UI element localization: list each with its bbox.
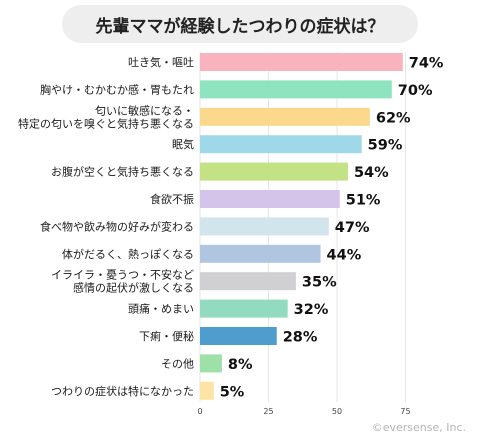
value-label: 44% [327, 247, 362, 263]
category-label: 眠気 [172, 137, 194, 151]
category-label: 食欲不振 [150, 192, 194, 206]
value-label: 32% [294, 302, 329, 318]
value-label: 59% [368, 138, 403, 154]
category-label: 特定の匂いを嗅ぐと気持ち悪くなる [18, 116, 194, 130]
category-label: 下痢・便秘 [139, 329, 194, 343]
bar [200, 135, 362, 154]
category-label: つわりの症状は特になかった [51, 384, 194, 398]
bar [200, 162, 348, 181]
category-label: 匂いに敏感になる・ [95, 103, 194, 117]
category-label: 頭痛・めまい [128, 302, 194, 316]
bar [200, 190, 340, 208]
category-label: その他 [161, 357, 194, 370]
value-label: 47% [335, 220, 370, 236]
category-label: 感情の起伏が激しくなる [73, 281, 194, 295]
x-tick-label: 0 [197, 407, 202, 416]
category-label: 食べ物や飲み物の好みが変わる [40, 219, 194, 233]
bar [200, 327, 277, 345]
copyright-credit: ©eversense, Inc. [371, 421, 466, 434]
value-label: 54% [354, 165, 389, 181]
category-labels: 吐き気・嘔吐胸やけ・むかむか感・胃もたれ匂いに敏感になる・特定の匂いを嗅ぐと気持… [18, 55, 194, 398]
bars [200, 53, 403, 400]
bar [200, 272, 296, 291]
category-label: 胸やけ・むかむか感・胃もたれ [40, 82, 194, 96]
bar [200, 107, 370, 126]
value-label: 8% [228, 357, 253, 373]
x-tick-label: 75 [400, 407, 410, 416]
value-label: 5% [220, 384, 245, 400]
bar [200, 217, 329, 236]
value-label: 28% [283, 330, 318, 346]
x-tick-label: 50 [332, 407, 342, 416]
value-label: 70% [398, 83, 433, 99]
value-label: 35% [302, 275, 337, 291]
bar [200, 53, 403, 71]
category-label: 吐き気・嘔吐 [128, 55, 194, 69]
value-label: 74% [409, 56, 444, 72]
value-labels: 74% 70% 62% 59% 54% 51% 47% 44% 35% 32% 28% 8% 5% [220, 56, 444, 401]
category-label: 体がだるく、熱っぽくなる [62, 247, 194, 261]
value-label: 51% [346, 193, 381, 209]
x-tick-label: 25 [263, 407, 273, 416]
bar [200, 244, 321, 263]
bar [200, 299, 288, 318]
chart-title: 先輩ママが経験したつわりの症状は？ [62, 5, 418, 43]
bar [200, 80, 392, 99]
bar [200, 381, 214, 400]
value-label: 62% [376, 110, 411, 126]
category-label: イライラ・憂うつ・不安など [51, 268, 194, 282]
bar [200, 354, 222, 373]
category-label: お腹が空くと気持ち悪くなる [51, 165, 194, 179]
x-axis-ticks: 0 25 50 75 [197, 407, 410, 416]
